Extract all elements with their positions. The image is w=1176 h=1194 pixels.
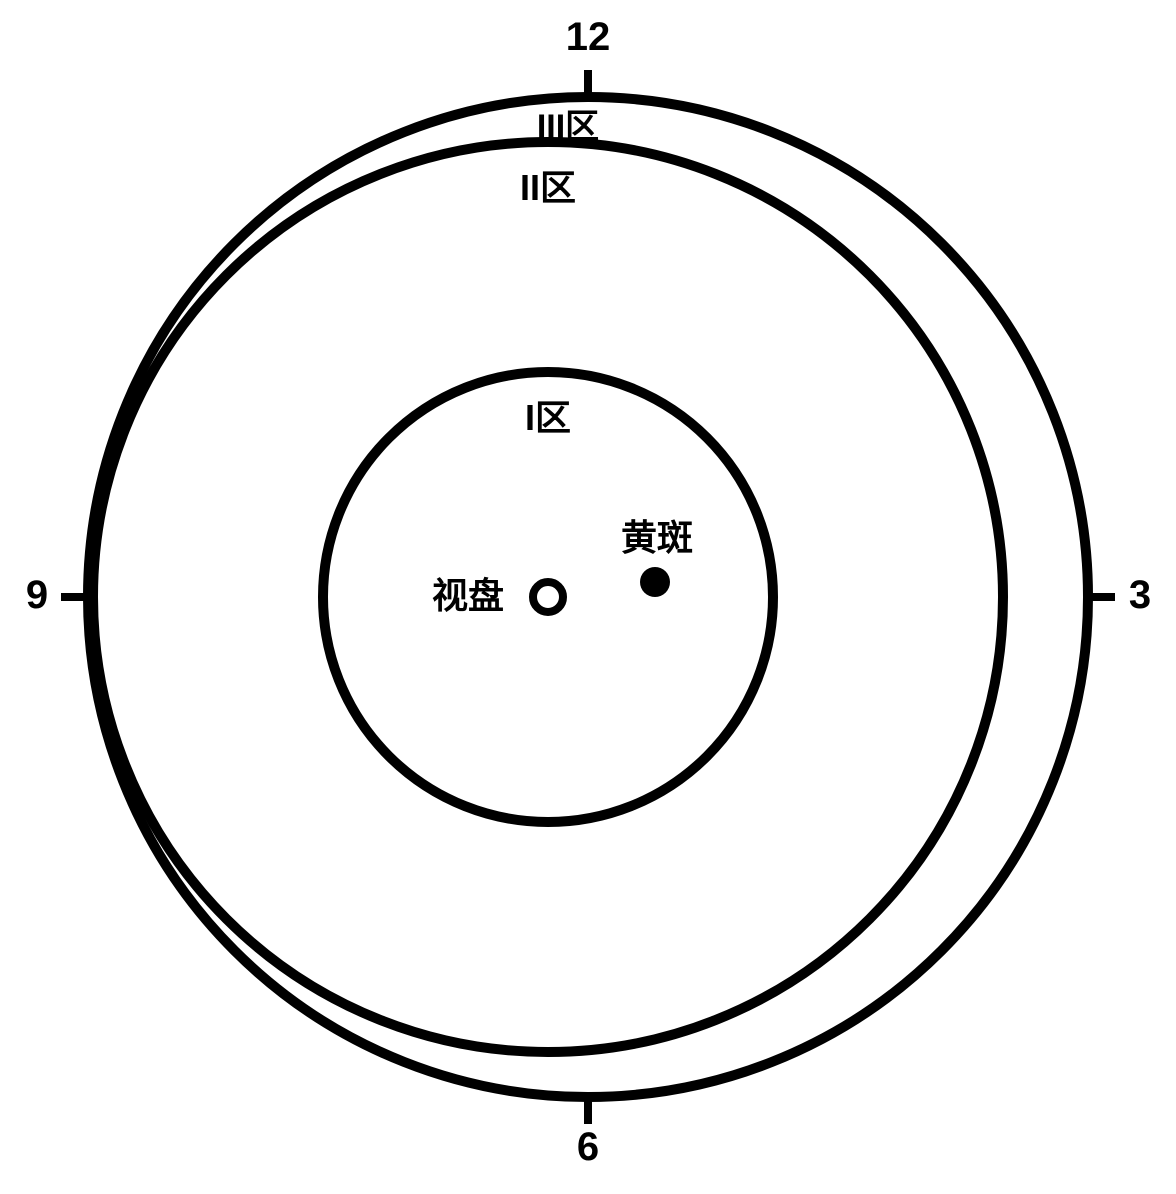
macula-dot [640, 567, 670, 597]
diagram-svg: 12 3 6 9 III区 II区 I区 视盘 黄斑 [0, 0, 1176, 1194]
macula-label: 黄斑 [621, 517, 693, 558]
zone-2-label: II区 [520, 167, 576, 208]
clock-3: 3 [1129, 573, 1151, 617]
retinal-zones-diagram: 12 3 6 9 III区 II区 I区 视盘 黄斑 [0, 0, 1176, 1194]
clock-tick-group [61, 70, 1115, 1124]
clock-9: 9 [26, 573, 48, 617]
outer-circle [88, 97, 1088, 1097]
clock-12: 12 [566, 15, 611, 59]
zone-1-label: I区 [525, 397, 571, 438]
optic-disc-dot [533, 582, 563, 612]
zone-3-label: III区 [537, 108, 599, 146]
clock-6: 6 [577, 1125, 599, 1169]
optic-disc-label: 视盘 [432, 575, 504, 616]
